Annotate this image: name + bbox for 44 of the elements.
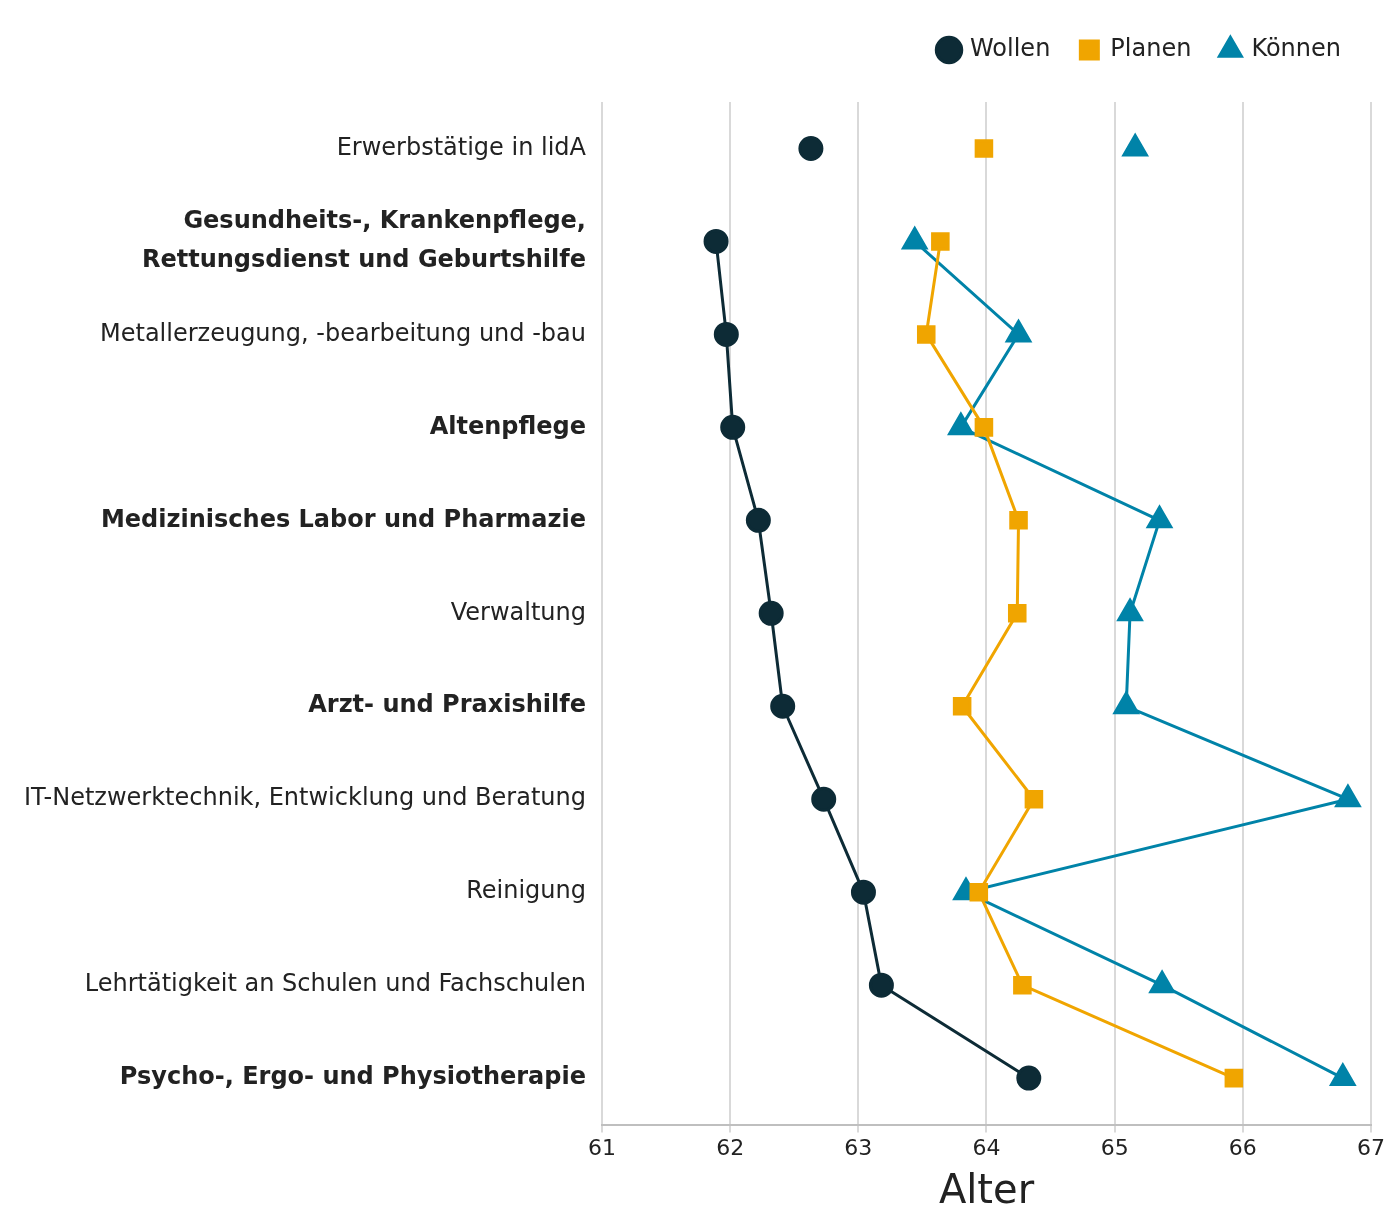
x-axis-title: Alter xyxy=(938,1166,1035,1213)
point xyxy=(969,882,989,902)
point xyxy=(758,600,784,626)
y-tick-label: Arzt- und Praxishilfe xyxy=(308,690,586,719)
y-tick-label: Metallerzeugung, -bearbeitung und -bau xyxy=(100,318,586,347)
legend-label: Können xyxy=(1251,34,1341,63)
point xyxy=(931,232,950,251)
y-tick-label: Medizinisches Labor und Pharmazie xyxy=(100,504,586,533)
point xyxy=(1224,1068,1244,1088)
point xyxy=(720,414,746,440)
point xyxy=(850,879,876,905)
point xyxy=(713,321,739,347)
point xyxy=(974,418,994,437)
point xyxy=(1013,975,1032,995)
x-tick-label: 66 xyxy=(1228,1134,1257,1160)
y-tick-label: Erwerbstätige in lidA xyxy=(336,132,587,161)
point xyxy=(1009,511,1028,530)
point xyxy=(703,228,729,254)
point xyxy=(798,135,824,161)
point xyxy=(745,507,771,533)
legend-label: Wollen xyxy=(970,34,1051,63)
x-tick-label: 61 xyxy=(587,1134,616,1160)
x-tick-label: 67 xyxy=(1357,1134,1385,1160)
x-tick-label: 63 xyxy=(844,1134,873,1160)
y-tick-label: Lehrtätigkeit an Schulen und Fachschulen xyxy=(84,969,586,998)
x-tick-label: 64 xyxy=(972,1134,1001,1160)
y-tick-label: Gesundheits-, Krankenpflege, Rettungsdienst und Geburtshilfe xyxy=(141,206,586,273)
x-tick-label: 62 xyxy=(716,1134,745,1160)
point xyxy=(916,325,936,344)
point xyxy=(1007,604,1027,623)
y-tick-label: Reinigung xyxy=(466,876,586,905)
y-tick-label: IT-Netzwerktechnik, Entwicklung und Beratung xyxy=(24,783,586,812)
legend-label: Planen xyxy=(1110,34,1192,63)
point xyxy=(1016,1065,1042,1091)
point xyxy=(952,696,972,716)
point xyxy=(770,693,796,719)
point xyxy=(811,786,837,812)
y-tick-label: Verwaltung xyxy=(450,597,586,626)
x-tick-label: 65 xyxy=(1100,1134,1129,1160)
y-tick-label: Altenpflege xyxy=(429,411,586,440)
point xyxy=(1024,789,1044,809)
y-tick-label: Psycho-, Ergo- und Physiotherapie xyxy=(119,1062,586,1091)
point xyxy=(974,139,994,158)
point xyxy=(868,972,894,998)
